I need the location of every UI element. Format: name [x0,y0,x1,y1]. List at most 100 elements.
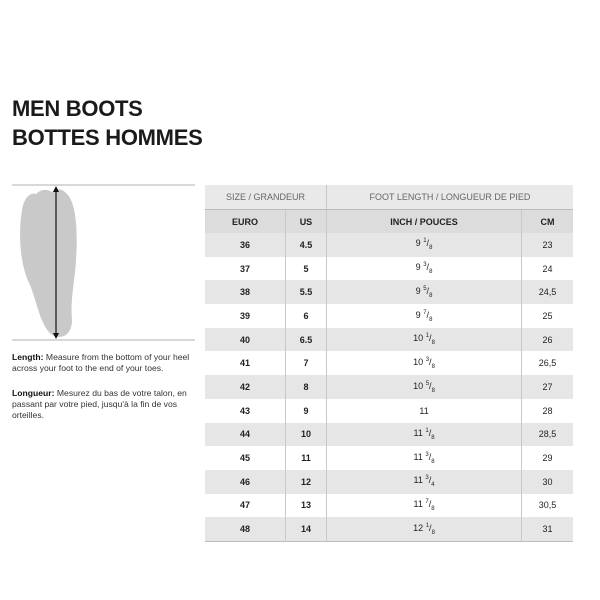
cell: 14 [284,517,327,542]
longueur-note: Longueur: Mesurez du bas de votre talon,… [12,388,187,420]
whole: 11 [419,405,429,416]
numerator: 3 [423,262,427,269]
numerator: 1 [423,238,427,245]
foot-illustration [12,184,195,341]
cell: 44 [205,422,286,447]
cell: 24,5 [521,280,573,305]
denominator: 8 [431,434,435,441]
cell: 9 7/8 [325,304,522,328]
whole: 9 [415,262,421,273]
group-header: FOOT LENGTH / LONGUEUR DE PIED [325,185,573,210]
cell: 4.5 [284,233,327,257]
cell: 47 [239,500,250,511]
whole: 10 [413,356,424,367]
cell: 25 [521,304,573,328]
whole: 9 [415,309,421,320]
cell: 24 [521,256,573,281]
cell: 28 [521,398,573,423]
numerator: 5 [425,380,430,387]
cell: 5.5 [284,280,327,305]
cell: 31 [521,517,573,542]
cell: 48 [205,517,286,542]
whole: 9 [415,238,421,249]
cell: 10 [284,422,327,447]
cell: 5 [284,256,327,281]
cell: 29 [521,446,573,470]
numerator: 1 [425,522,430,529]
cell: 11 [284,446,327,470]
subtitle: BOTTES HOMMES [12,125,203,150]
denominator: 8 [429,268,433,275]
cell: 30,5 [521,493,573,518]
cell: 11 3/4 [325,469,522,494]
cell: 11 [325,398,522,423]
table-row: 45 11 11 3/8 29 [205,446,573,470]
cell: 45 [239,453,250,464]
numerator: 5 [423,285,427,292]
numerator: 3 [425,475,429,482]
cell: 23 [521,233,573,257]
size-table: SIZE / GRANDEUR FOOT LENGTH / LONGUEUR D… [205,185,573,542]
table-row: 47 13 11 7/8 30,5 [205,493,573,518]
whole: 10 [413,380,424,391]
numerator: 1 [425,427,429,434]
denominator: 8 [431,529,435,536]
cell: 30 [521,469,573,494]
cell: 11 3/8 [325,446,522,470]
denominator: 8 [429,292,433,299]
cell: 38 [205,280,286,305]
cell: 11 1/8 [325,422,522,447]
table-row: 41 7 10 3/8 26,5 [205,351,573,376]
cell: 12 [284,469,327,494]
table-row: 37 5 9 3/8 24 [205,256,573,281]
cell: 6 [284,304,327,328]
whole: 12 [413,522,424,533]
table-row: 38 5.5 9 5/8 24,5 [205,280,573,305]
denominator: 4 [431,482,435,489]
cell: 10 3/8 [325,351,522,376]
cell: 40 [205,327,286,352]
denominator: 8 [431,339,435,346]
cell: 12 1/8 [325,517,522,542]
cell: 8 [284,375,327,399]
table-row: 42 8 10 5/8 27 [205,375,573,399]
whole: 10 [413,333,424,344]
denominator: 8 [429,316,433,323]
cell: 10 1/8 [325,327,522,352]
cell: 9 1/8 [325,233,522,257]
table-row: 48 14 12 1/8 31 [205,517,573,542]
table-row: 36 4.5 9 1/8 23 [205,233,573,257]
column-header: INCH / POUCES [325,209,522,233]
column-header: CM [521,209,573,233]
cell: 37 [239,263,250,274]
cell: 9 3/8 [325,256,522,281]
numerator: 3 [425,451,429,458]
denominator: 8 [431,387,435,394]
whole: 9 [415,285,421,296]
table-row: 40 6.5 10 1/8 26 [205,327,573,352]
cell: 27 [521,375,573,399]
column-header: US [284,209,327,233]
cell: 46 [205,469,286,494]
denominator: 8 [431,363,435,370]
cell: 36 [205,233,286,257]
numerator: 7 [425,499,429,505]
cell: 7 [284,351,327,376]
cell: 10 5/8 [325,375,522,399]
denominator: 8 [431,458,435,465]
denominator: 8 [429,245,433,252]
group-header: SIZE / GRANDEUR [205,185,327,210]
numerator: 7 [423,309,427,316]
table-row: 43 9 11 28 [205,398,573,423]
column-header: EURO [205,209,286,233]
table-row: 44 10 11 1/8 28,5 [205,422,573,447]
whole: 11 [413,451,423,462]
cell: 26,5 [521,351,573,376]
title: MEN BOOTS [12,96,143,121]
cell: 42 [205,375,286,399]
whole: 11 [413,499,423,509]
cell: 28,5 [521,422,573,447]
whole: 11 [413,427,423,438]
cell: 39 [239,310,250,321]
